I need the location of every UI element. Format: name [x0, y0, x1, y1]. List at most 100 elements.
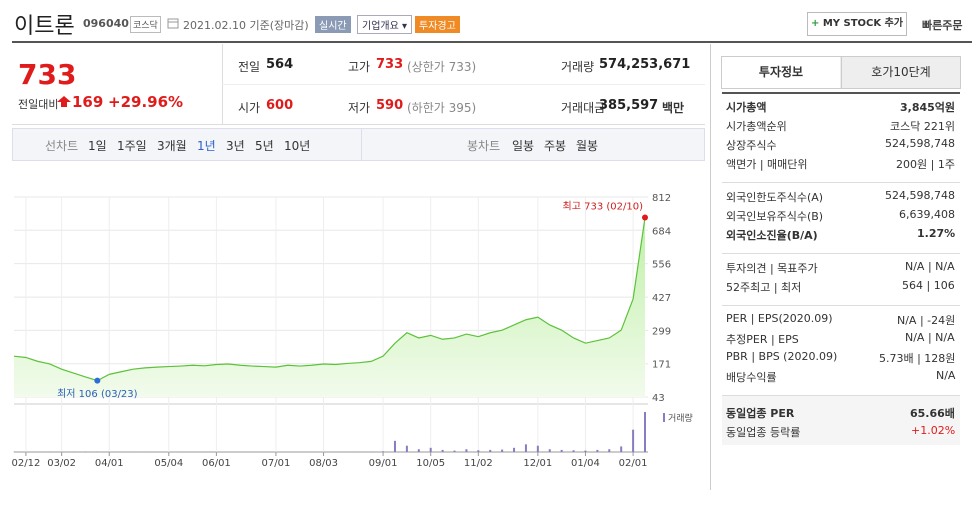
info-label: 상장주식수	[726, 139, 777, 152]
x-tick-label: 10/05	[416, 458, 445, 469]
x-tick-label: 11/02	[464, 458, 493, 469]
info-label: 외국인보유주식수(B)	[726, 210, 824, 223]
info-value: 524,598,748	[885, 137, 955, 150]
info-label: 배당수익률	[726, 371, 777, 384]
volume-bar	[513, 447, 516, 452]
industry-box	[722, 395, 960, 445]
volume-bar	[441, 449, 444, 452]
current-price: 733	[18, 58, 77, 91]
period[interactable]: 일봉	[512, 139, 535, 153]
change-rate: +29.96%	[108, 93, 184, 111]
period[interactable]: 3년	[226, 139, 245, 153]
volume-bar	[560, 449, 563, 452]
stat-label: 고가	[348, 60, 371, 74]
max-label: 최고 733 (02/10)	[563, 201, 644, 213]
up-arrow	[57, 96, 71, 107]
y-tick-label: 556	[652, 260, 671, 271]
x-tick-label: 02/12	[11, 458, 40, 469]
period[interactable]: 월봉	[576, 139, 599, 153]
stock-code: 096040	[83, 17, 129, 30]
price-line	[13, 217, 646, 382]
x-tick-label: 09/01	[369, 458, 398, 469]
volume-bar	[548, 449, 551, 452]
period-bar	[12, 128, 705, 161]
period[interactable]: 10년	[284, 139, 311, 153]
panel-divider	[710, 44, 711, 490]
info-value: N/A | N/A	[905, 331, 955, 344]
info-value: 코스닥 221위	[890, 120, 955, 133]
period-label: 선차트	[45, 139, 79, 153]
period[interactable]: 5년	[255, 139, 274, 153]
x-tick-label: 04/01	[95, 458, 124, 469]
plus-icon: +	[810, 18, 820, 29]
min-label: 최저 106 (03/23)	[57, 388, 138, 400]
info-value: 1.27%	[917, 227, 956, 240]
x-tick-label: 08/03	[309, 458, 338, 469]
stat-label: 거래량	[561, 60, 595, 74]
max-dot	[642, 214, 648, 221]
company-button[interactable]: 기업개요 ▾	[357, 15, 413, 34]
group-rule	[722, 92, 960, 94]
x-tick-label: 07/01	[262, 458, 291, 469]
stat-value: 564	[266, 57, 294, 72]
info-label: 추정PER | EPS	[726, 333, 799, 346]
y-tick-label: 684	[652, 226, 671, 237]
info-value: 564 | 106	[902, 279, 955, 292]
volume-bar	[644, 412, 646, 452]
period[interactable]: 1년	[197, 139, 216, 153]
info-value: 3,845억원	[900, 101, 956, 114]
stat-note: (하한가 395)	[407, 101, 477, 115]
tab[interactable]: 투자정보	[722, 57, 840, 88]
volume-bar	[620, 446, 623, 452]
volume-legend-swatch	[663, 413, 665, 422]
min-dot	[94, 377, 101, 384]
group-rule	[722, 182, 960, 183]
info-value: 524,598,748	[885, 189, 955, 202]
volume-bar	[393, 440, 396, 452]
period[interactable]: 3개월	[157, 139, 187, 153]
volume-bar	[608, 449, 611, 452]
x-tick-label: 06/01	[202, 458, 231, 469]
price-area	[14, 217, 645, 397]
period[interactable]: 1일	[88, 139, 107, 153]
period[interactable]: 주봉	[544, 139, 567, 153]
x-tick-label: 02/01	[619, 458, 648, 469]
date: 2021.02.10 기준(장마감)	[183, 19, 309, 32]
info-value: 200원 | 1주	[896, 158, 955, 171]
y-tick-label: 43	[652, 393, 665, 404]
period[interactable]: 1주일	[117, 139, 147, 153]
realtime-button[interactable]: 실시간	[315, 16, 351, 33]
volume-bar	[429, 447, 432, 452]
volume-bar	[417, 449, 420, 452]
volume-bar	[596, 449, 599, 452]
volume-bar	[584, 450, 587, 452]
volume-bar	[382, 451, 385, 452]
stat-label: 전일	[238, 60, 261, 74]
volume-bar	[524, 444, 527, 452]
volume-bar	[572, 450, 575, 452]
stats-rule	[222, 84, 705, 85]
info-label: 동일업종 등락률	[726, 426, 801, 439]
volume-bar	[405, 445, 408, 452]
volume-legend: 거래량	[668, 412, 693, 424]
stat-value: 590	[376, 98, 404, 113]
stat-note: 백만	[662, 101, 685, 115]
calendar-icon	[167, 18, 179, 29]
group-rule	[722, 253, 960, 254]
info-label: 동일업종 PER	[726, 407, 795, 420]
x-tick-label: 01/04	[571, 458, 600, 469]
info-value: N/A | N/A	[905, 260, 955, 273]
tab[interactable]: 호가10단계	[841, 57, 960, 88]
x-tick-label: 05/04	[154, 458, 183, 469]
warning-badge: 투자경고	[415, 16, 460, 33]
y-tick-label: 812	[652, 193, 671, 204]
quick-order[interactable]: 빠른주문	[922, 19, 963, 32]
stat-value: 733	[376, 57, 404, 72]
group-rule	[722, 395, 960, 396]
period-label: 봉차트	[467, 139, 501, 153]
header-rule	[12, 41, 972, 43]
quote-rule	[12, 124, 705, 125]
my-stock-button[interactable]: + MY STOCK 추가	[807, 12, 907, 36]
info-value: 65.66배	[910, 407, 955, 420]
info-label: 액면가 | 매매단위	[726, 158, 808, 171]
